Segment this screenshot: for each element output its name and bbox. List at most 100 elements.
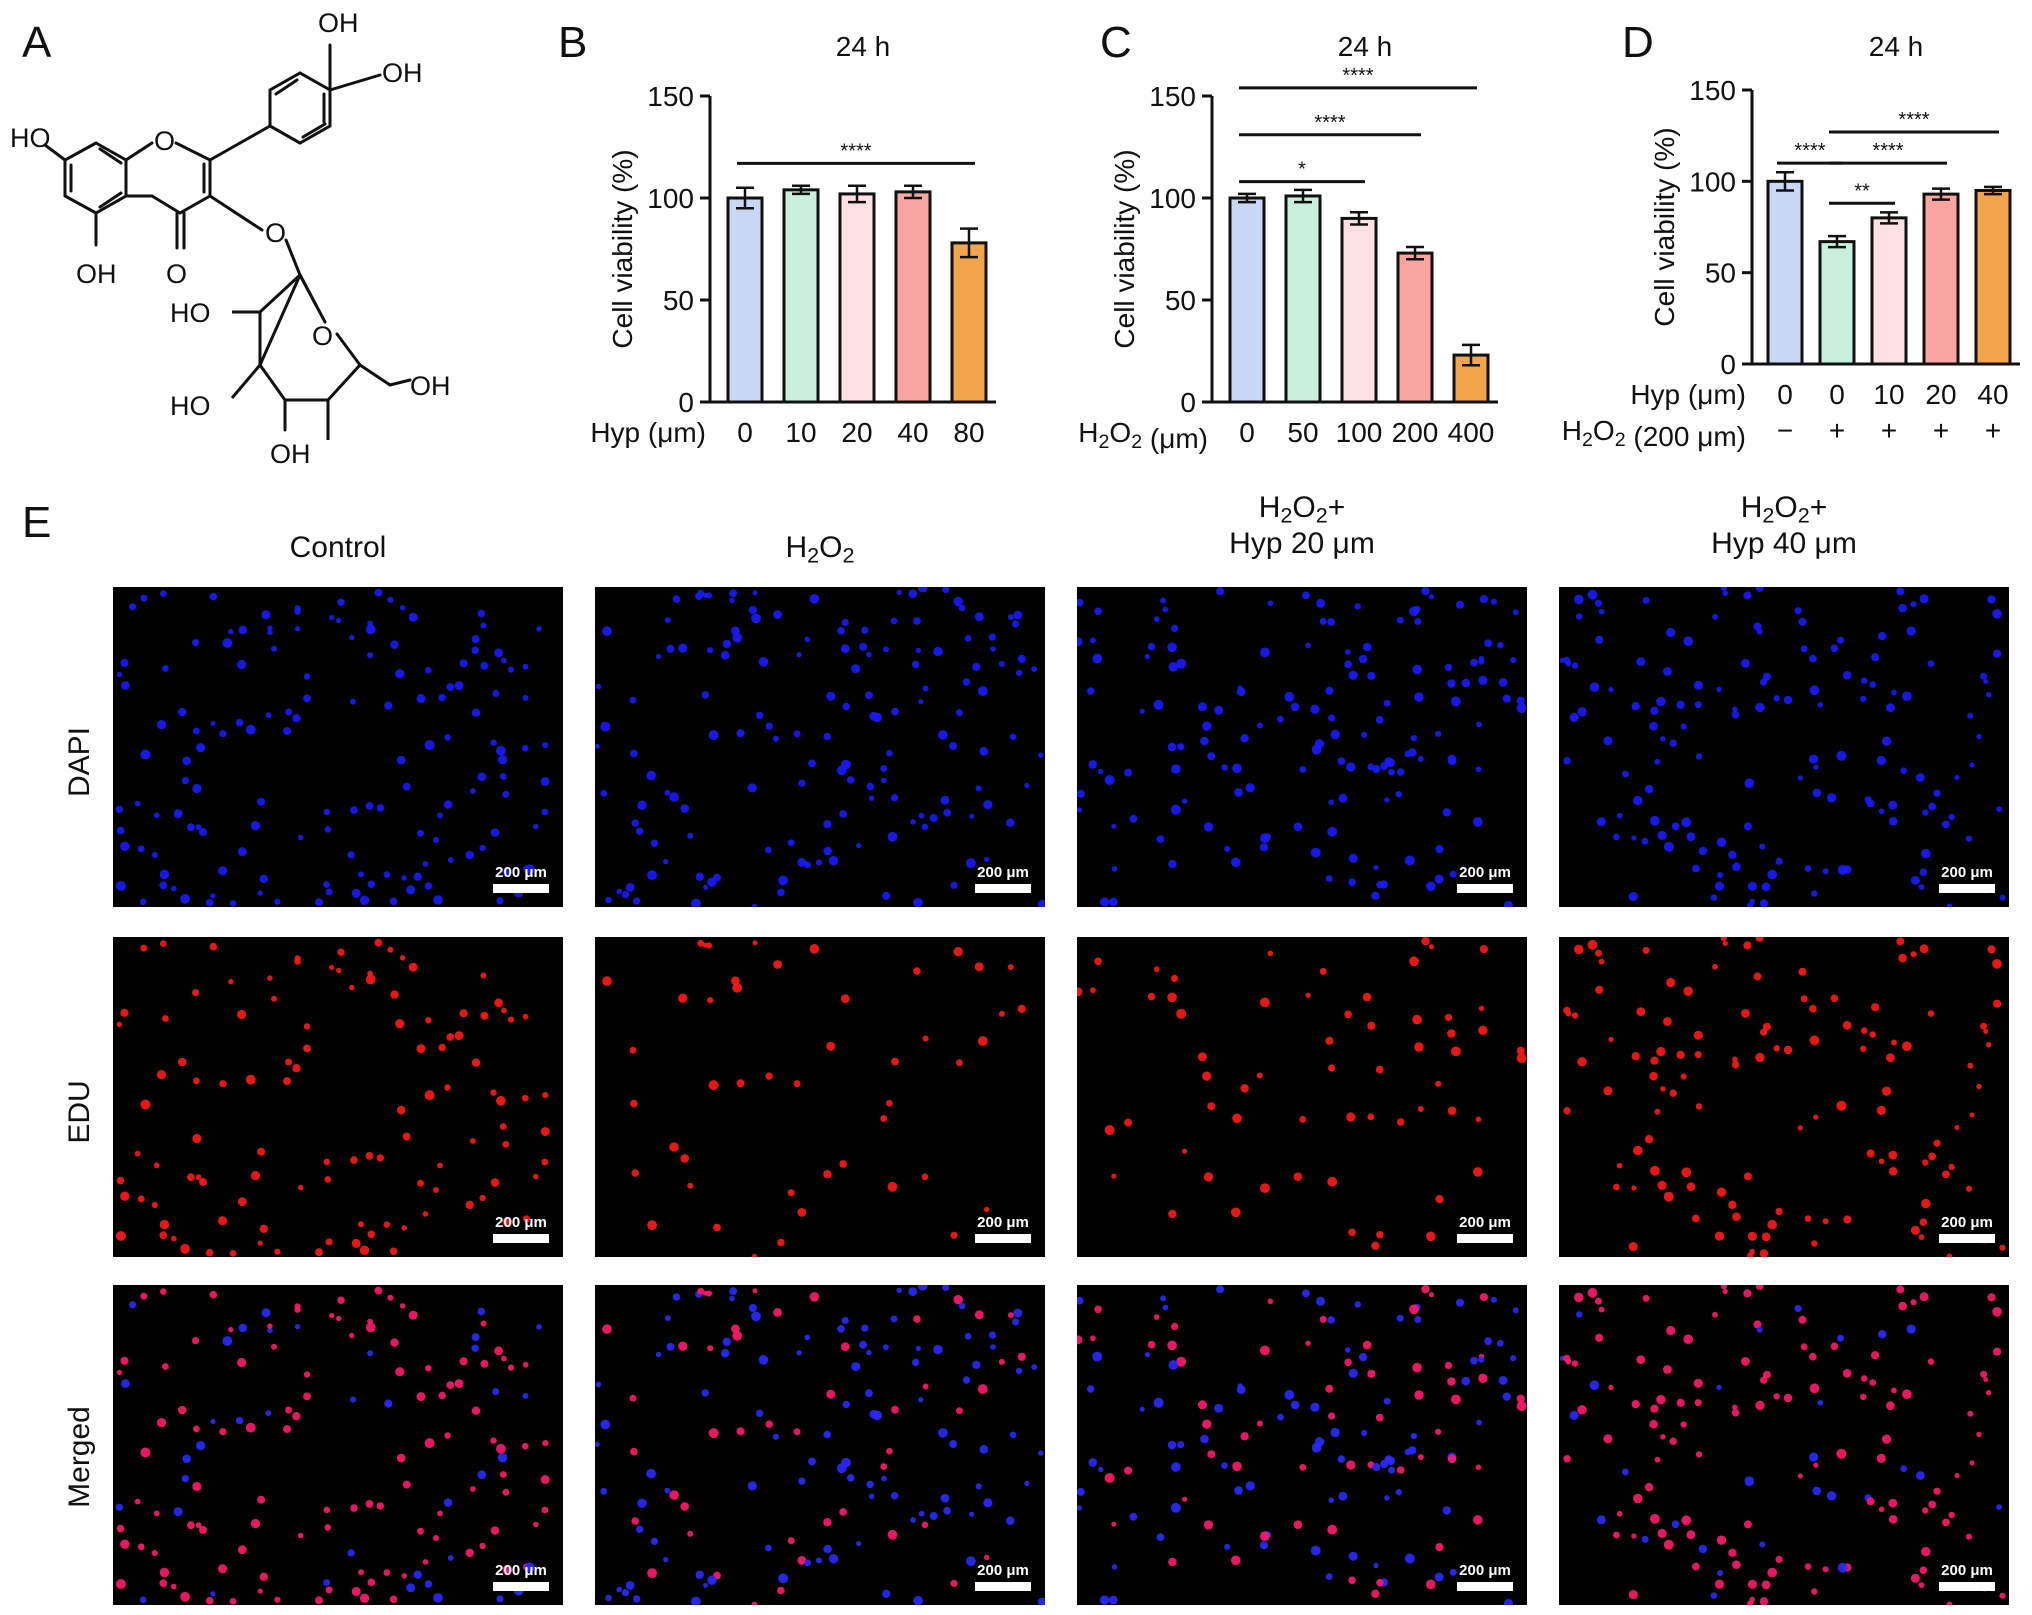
cell-dot — [292, 1412, 301, 1421]
cell-dot — [533, 823, 539, 830]
cell-dot — [160, 940, 167, 947]
cell-dot — [1358, 1352, 1368, 1362]
cell-dot — [1900, 1465, 1907, 1472]
cell-dot — [823, 732, 831, 741]
cell-dot — [1510, 1355, 1517, 1362]
cell-dot — [866, 651, 872, 658]
cell-dot — [1720, 587, 1727, 591]
cell-dot — [890, 617, 898, 625]
cell-dot — [1197, 702, 1207, 712]
cell-dot — [1316, 598, 1326, 608]
cell-dot — [797, 1556, 807, 1565]
cell-dot — [1996, 1504, 2002, 1510]
cell-dot — [1414, 618, 1422, 625]
cell-dot — [1396, 616, 1404, 624]
cell-dot — [1631, 702, 1640, 711]
cell-dot — [159, 881, 168, 890]
cell-dot — [680, 1502, 689, 1511]
bar — [950, 241, 988, 404]
cell-dot — [1200, 736, 1209, 746]
cell-dot — [1589, 682, 1600, 692]
cell-dot — [1657, 830, 1667, 840]
cell-dot — [1663, 841, 1674, 852]
cell-dot — [257, 1495, 266, 1504]
cell-dot — [913, 1595, 923, 1605]
cell-dot — [1712, 613, 1718, 620]
cell-dot — [1644, 784, 1654, 794]
cell-dot — [1260, 1531, 1270, 1541]
cell-dot — [1842, 1369, 1852, 1378]
cell-dot — [180, 1591, 190, 1602]
cell-dot — [1168, 1360, 1179, 1370]
cell-dot — [522, 1094, 529, 1102]
micrograph-cells — [595, 1285, 1045, 1605]
cell-dot — [958, 604, 966, 612]
scale-bar: 200 μm — [1939, 1562, 1995, 1591]
cell-dot — [438, 693, 446, 702]
cell-dot — [237, 847, 247, 857]
cell-dot — [826, 1389, 836, 1399]
cell-dot — [134, 1150, 141, 1157]
cell-dot — [1686, 1530, 1696, 1540]
cell-dot — [1976, 1431, 1982, 1438]
cell-dot — [267, 629, 273, 635]
cell-dot — [1812, 1486, 1822, 1496]
cell-dot — [195, 1174, 202, 1181]
cell-dot — [758, 657, 769, 667]
cell-dot — [1362, 992, 1372, 1002]
cell-dot — [1328, 1497, 1334, 1503]
cell-dot — [374, 938, 383, 947]
cell-dot — [424, 1580, 433, 1588]
cell-dot — [536, 1324, 542, 1330]
cell-dot — [942, 587, 950, 593]
cell-dot — [1980, 672, 1988, 680]
cell-dot — [1176, 1008, 1187, 1019]
cell-dot — [882, 1589, 891, 1598]
cell-dot — [210, 721, 216, 726]
cell-dot — [471, 1406, 481, 1415]
cell-dot — [365, 802, 374, 810]
cell-dot — [401, 875, 407, 881]
cell-dot — [1683, 986, 1693, 996]
cell-dot — [151, 1549, 158, 1557]
cell-dot — [115, 1231, 126, 1241]
cell-dot — [159, 1219, 170, 1230]
cell-dot — [1475, 1464, 1482, 1471]
cell-dot — [1654, 1456, 1661, 1463]
cell-dot — [1878, 632, 1887, 641]
cell-dot — [1503, 900, 1513, 907]
cell-dot — [983, 1498, 993, 1508]
cell-dot — [1409, 1304, 1419, 1315]
cell-dot — [1967, 712, 1974, 719]
cell-dot — [1722, 1288, 1728, 1294]
cell-dot — [1987, 595, 1996, 604]
scale-bar-label: 200 μm — [1941, 864, 1993, 881]
cell-dot — [984, 856, 990, 863]
cell-dot — [1866, 1149, 1875, 1158]
cell-dot — [153, 1510, 160, 1517]
micrograph-cells — [1077, 1285, 1527, 1605]
cell-dot — [1616, 1510, 1623, 1517]
cell-dot — [1743, 1520, 1752, 1529]
cell-dot — [303, 1044, 311, 1053]
cell-dot — [1686, 832, 1696, 842]
cell-dot — [974, 612, 984, 622]
cell-dot — [401, 1573, 407, 1579]
cell-dot — [1516, 1394, 1525, 1403]
cell-dot — [1817, 1400, 1824, 1406]
cell-dot — [1007, 964, 1014, 971]
cell-dot — [444, 734, 451, 741]
cell-dot — [1376, 1579, 1384, 1587]
cell-dot — [1426, 1231, 1436, 1242]
cell-dot — [1384, 797, 1390, 803]
cell-dot — [454, 681, 464, 691]
cell-dot — [631, 1517, 639, 1525]
cell-dot — [389, 897, 398, 906]
cell-dot — [542, 1092, 549, 1099]
cell-dot — [1231, 1207, 1241, 1218]
cell-dot — [1933, 1139, 1941, 1147]
cell-dot — [1409, 606, 1419, 617]
cell-dot — [1797, 1125, 1803, 1131]
cell-dot — [1099, 1595, 1110, 1605]
cell-dot — [1694, 701, 1702, 709]
